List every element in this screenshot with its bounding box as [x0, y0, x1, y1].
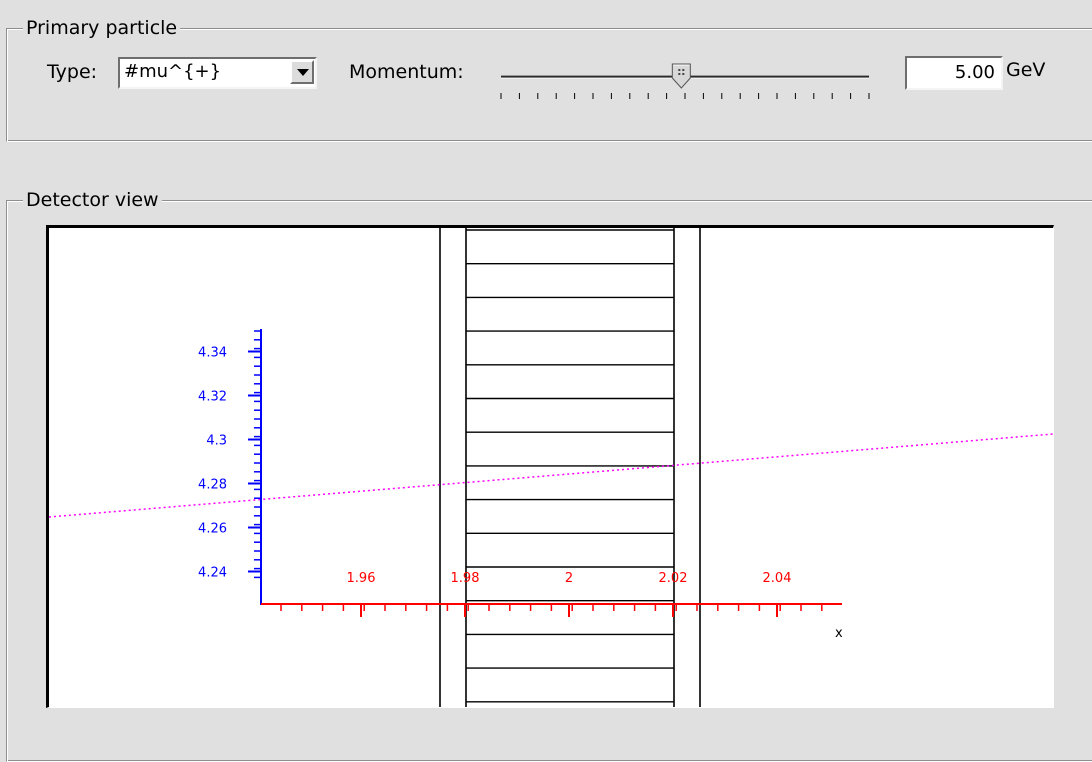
y-axis: 4.34 4.32 4.3 4.28 4.26 4.24 [198, 329, 262, 605]
x-tick-label: 2 [565, 571, 573, 586]
y-tick-label: 4.34 [198, 346, 227, 361]
momentum-label: Momentum: [349, 61, 464, 83]
momentum-slider[interactable] [495, 60, 875, 102]
y-tick-label: 4.3 [206, 434, 227, 449]
momentum-value-input[interactable]: 5.00 [905, 56, 1003, 90]
type-label: Type: [47, 61, 98, 83]
y-tick-label: 4.26 [198, 522, 227, 537]
y-tick-label: 4.24 [198, 566, 227, 581]
x-tick-label: 1.96 [347, 571, 376, 586]
detector-view-legend: Detector view [23, 189, 162, 211]
slider-thumb[interactable] [671, 63, 691, 89]
x-axis-title: x [835, 626, 843, 641]
detector-geometry [439, 228, 701, 707]
x-tick-label: 2.04 [763, 571, 792, 586]
momentum-unit-label: GeV [1006, 59, 1046, 81]
particle-track [49, 433, 1053, 518]
x-axis: 1.96 1.98 2 2.02 2.04 x [261, 571, 843, 641]
chevron-down-icon [297, 69, 309, 76]
detector-canvas[interactable]: 4.34 4.32 4.3 4.28 4.26 4.24 1.96 1.98 2 2.02 2.0… [46, 225, 1054, 708]
dropdown-button[interactable] [290, 60, 314, 84]
slider-ticks [500, 93, 870, 99]
primary-particle-legend: Primary particle [23, 17, 181, 39]
particle-type-combobox[interactable]: #mu^{+} [118, 57, 317, 89]
primary-particle-group [6, 28, 1092, 142]
y-tick-label: 4.32 [198, 390, 227, 405]
x-tick-label: 1.98 [451, 571, 480, 586]
particle-type-value: #mu^{+} [124, 61, 222, 82]
x-tick-label: 2.02 [659, 571, 688, 586]
y-tick-label: 4.28 [198, 478, 227, 493]
